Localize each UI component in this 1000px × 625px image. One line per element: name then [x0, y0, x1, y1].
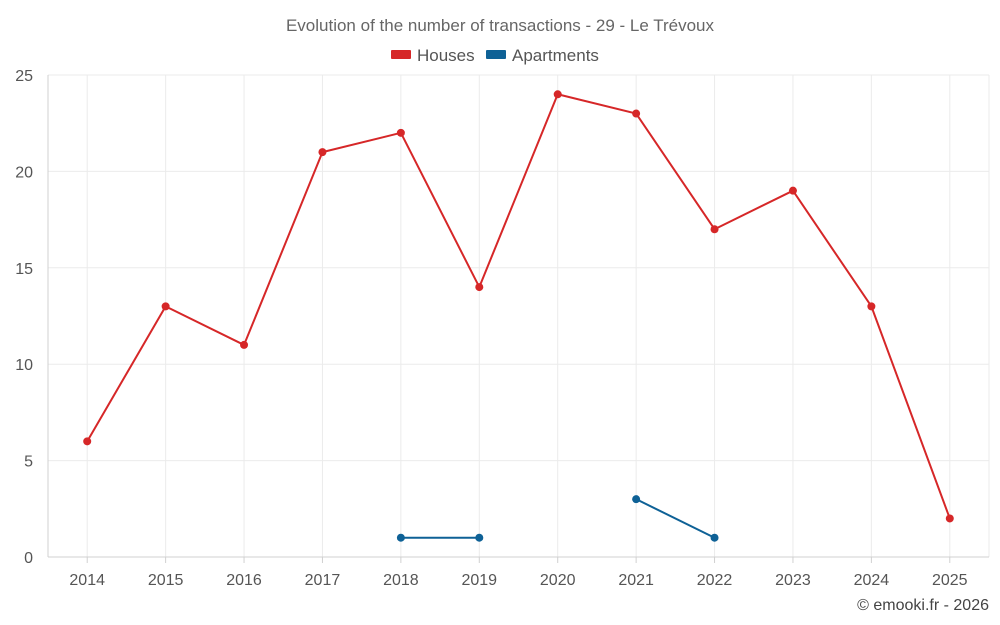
legend-swatch-houses: [391, 50, 411, 59]
data-point-apartments[interactable]: Apartments 2021: 3: [632, 495, 641, 504]
series-houses: Houses 2014: 6 Houses 2015: 13 Houses 2016…: [83, 90, 954, 523]
series-line-apartments: [635, 498, 715, 539]
x-tick-label: 2017: [305, 572, 341, 589]
legend-label-houses[interactable]: Houses: [417, 46, 475, 65]
x-tick-label: 2016: [226, 572, 262, 589]
legend-label-apartments[interactable]: Apartments: [512, 46, 599, 65]
x-tick-label: 2023: [775, 572, 811, 589]
x-tick-label: 2019: [461, 572, 497, 589]
y-tick-label: 15: [15, 261, 33, 278]
y-tick-label: 10: [15, 357, 33, 374]
data-point-houses[interactable]: Houses 2018: 22: [396, 128, 405, 137]
x-tick-label: 2018: [383, 572, 419, 589]
legend-item-apartments[interactable]: Apartments: [486, 46, 599, 65]
data-point-houses[interactable]: Houses 2023: 19: [788, 186, 797, 195]
legend-swatch-apartments: [486, 50, 506, 59]
grid: [48, 74, 989, 557]
series-apartments: Apartments 2018: 1 Apartments 2019: 1 Apar…: [396, 495, 719, 542]
data-point-houses[interactable]: Houses 2025: 2: [945, 514, 954, 523]
data-point-houses[interactable]: Houses 2017: 21: [318, 148, 327, 157]
legend[interactable]: Houses Apartments: [391, 46, 599, 65]
data-point-houses[interactable]: Houses 2015: 13: [161, 302, 170, 311]
x-tick-label: 2022: [697, 572, 733, 589]
data-point-apartments[interactable]: Apartments 2022: 1: [710, 533, 719, 542]
legend-item-houses[interactable]: Houses: [391, 46, 475, 65]
x-tick-label: 2015: [148, 572, 184, 589]
x-tick-label: 2025: [932, 572, 968, 589]
x-tick-label: 2024: [854, 572, 890, 589]
x-tick-label: 2020: [540, 572, 576, 589]
y-tick-label: 0: [24, 550, 33, 567]
data-point-apartments[interactable]: Apartments 2018: 1: [396, 533, 405, 542]
data-point-houses[interactable]: Houses 2021: 23: [632, 109, 641, 118]
data-point-houses[interactable]: Houses 2020: 24: [553, 90, 562, 99]
footer-credit: © emooki.fr - 2026: [857, 597, 989, 614]
x-tick-label: 2021: [618, 572, 654, 589]
x-tick-label: 2014: [69, 572, 105, 589]
data-point-houses[interactable]: Houses 2016: 11: [240, 340, 249, 349]
data-point-houses[interactable]: Houses 2022: 17: [710, 225, 719, 234]
series-line-houses: [86, 93, 951, 519]
chart-title: Evolution of the number of transactions …: [286, 16, 715, 35]
y-tick-label: 5: [24, 454, 33, 471]
data-point-houses[interactable]: Houses 2019: 14: [475, 283, 484, 292]
y-tick-label: 25: [15, 68, 33, 85]
y-tick-label: 20: [15, 164, 33, 181]
series: Houses 2014: 6 Houses 2015: 13 Houses 2016…: [83, 90, 954, 542]
data-point-apartments[interactable]: Apartments 2019: 1: [475, 533, 484, 542]
data-point-houses[interactable]: Houses 2024: 13: [867, 302, 876, 311]
data-point-houses[interactable]: Houses 2014: 6: [83, 437, 92, 446]
